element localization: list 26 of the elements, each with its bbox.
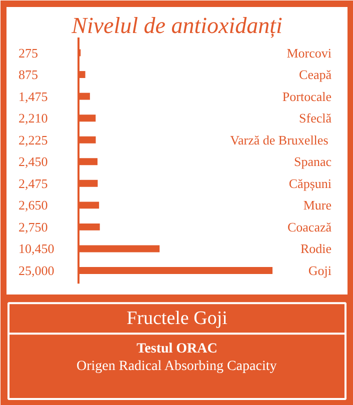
data-label: 2,475 <box>18 176 48 191</box>
data-label: 2,650 <box>18 198 48 213</box>
data-label: 1,475 <box>18 88 48 104</box>
data-label: 2,750 <box>18 219 48 234</box>
y-tick-label: Morcovi <box>286 45 332 60</box>
y-tick-label: Portocale <box>282 88 332 104</box>
chart-title: Nivelul de antioxidanți <box>70 13 282 38</box>
data-label: 10,450 <box>18 241 54 256</box>
y-tick-label: Căpșuni <box>288 176 332 191</box>
data-label: 2,225 <box>18 132 48 148</box>
y-tick-label: Ceapă <box>299 67 332 82</box>
text: Origen Radical Absorbing Capacity <box>76 358 277 374</box>
y-tick-label: Coacază <box>287 219 332 234</box>
y-tick-label: Varză de Bruxelles <box>230 132 328 148</box>
y-tick-label: Goji <box>308 263 332 278</box>
text: Fructele Goji <box>126 308 228 329</box>
y-tick-label: Spanac <box>294 154 332 170</box>
data-label: 25,000 <box>18 263 54 278</box>
y-tick-label: Sfeclă <box>299 110 332 126</box>
y-tick-label: Rodie <box>300 241 332 256</box>
data-label: 2,450 <box>18 154 48 170</box>
y-tick-label: Mure <box>303 198 332 213</box>
data-label: 275 <box>18 45 38 60</box>
data-label: 2,210 <box>18 110 48 126</box>
text: Testul ORAC <box>136 341 218 356</box>
data-label: 875 <box>18 67 38 82</box>
